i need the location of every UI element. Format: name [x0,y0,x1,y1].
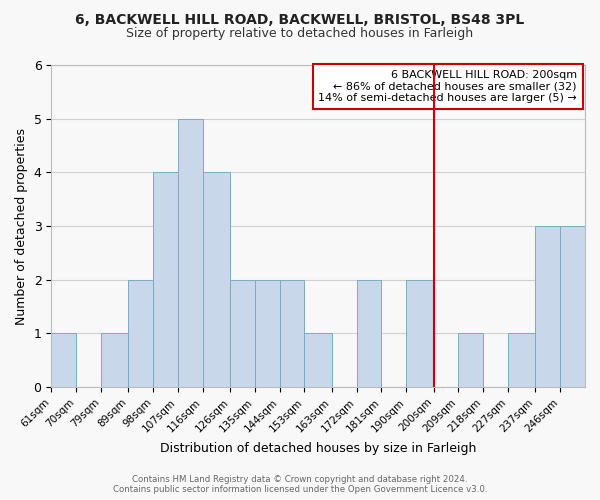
Bar [153,172,178,387]
Bar [560,226,585,387]
Bar [356,280,382,387]
X-axis label: Distribution of detached houses by size in Farleigh: Distribution of detached houses by size … [160,442,476,455]
Bar [128,280,153,387]
Bar [203,172,230,387]
Text: Size of property relative to detached houses in Farleigh: Size of property relative to detached ho… [127,28,473,40]
Bar [280,280,304,387]
Bar [101,334,128,387]
Bar [406,280,434,387]
Bar [458,334,483,387]
Text: 6, BACKWELL HILL ROAD, BACKWELL, BRISTOL, BS48 3PL: 6, BACKWELL HILL ROAD, BACKWELL, BRISTOL… [76,12,524,26]
Bar [304,334,332,387]
Bar [178,118,203,387]
Bar [535,226,560,387]
Bar [508,334,535,387]
Bar [255,280,280,387]
Text: Contains HM Land Registry data © Crown copyright and database right 2024.
Contai: Contains HM Land Registry data © Crown c… [113,474,487,494]
Text: 6 BACKWELL HILL ROAD: 200sqm
← 86% of detached houses are smaller (32)
14% of se: 6 BACKWELL HILL ROAD: 200sqm ← 86% of de… [318,70,577,103]
Y-axis label: Number of detached properties: Number of detached properties [15,128,28,324]
Bar [230,280,255,387]
Bar [51,334,76,387]
